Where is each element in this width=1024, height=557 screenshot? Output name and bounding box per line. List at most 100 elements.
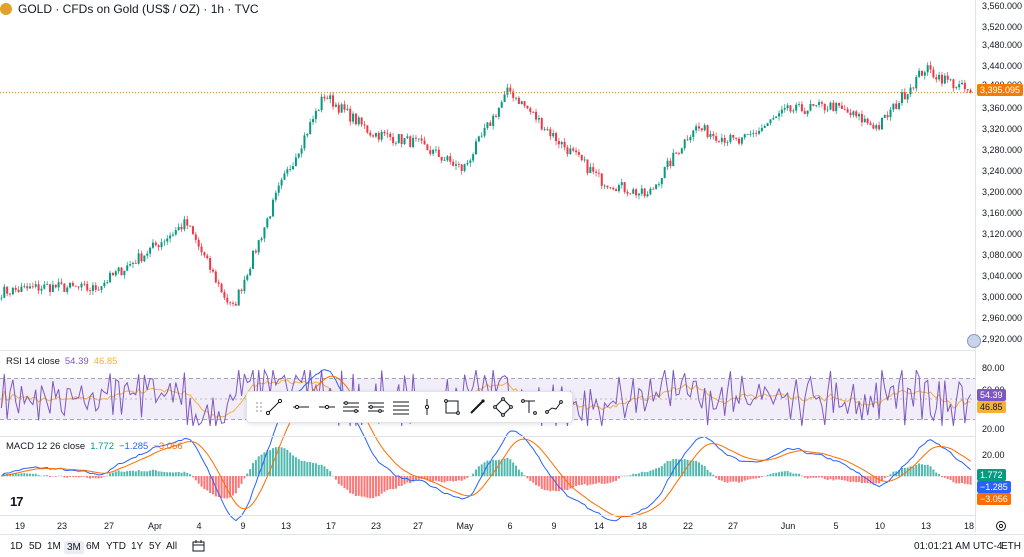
candle-body	[218, 282, 220, 284]
range-5d-button[interactable]: 5D	[29, 541, 42, 552]
session-toggle[interactable]: ETH	[1001, 541, 1021, 552]
candle-body	[375, 133, 377, 136]
candle-body	[352, 114, 354, 122]
candle-body	[732, 135, 734, 138]
macd-histogram-bar	[578, 476, 580, 485]
drawing-toolbar[interactable]	[246, 391, 573, 423]
macd-histogram-bar	[672, 459, 674, 476]
candle-body	[98, 290, 100, 291]
macd-histogram-bar	[801, 476, 803, 477]
candle-body	[918, 71, 920, 77]
drag-handle-icon[interactable]	[249, 397, 259, 417]
range-1y-button[interactable]: 1Y	[131, 541, 143, 552]
vertical-line-icon[interactable]	[417, 397, 437, 417]
candle-body	[429, 150, 431, 154]
macd-histogram-bar	[967, 476, 969, 484]
candle-body	[721, 138, 723, 142]
candle-body	[455, 164, 457, 166]
candle-body	[664, 167, 666, 178]
candle-body	[349, 109, 351, 122]
pane-separator[interactable]	[0, 436, 975, 437]
macd-histogram-bar	[112, 473, 114, 477]
candle-body	[272, 200, 274, 217]
diamond-shape-icon[interactable]	[493, 397, 513, 417]
rectangle-icon[interactable]	[442, 397, 462, 417]
candle-body	[186, 219, 188, 225]
candle-body	[175, 230, 177, 234]
candle-body	[424, 141, 426, 145]
macd-histogram-bar	[575, 476, 577, 486]
macd-histogram-bar	[812, 476, 814, 478]
candle-body	[275, 193, 277, 200]
candle-body	[426, 144, 428, 150]
candle-body	[66, 288, 68, 292]
macd-histogram-bar	[95, 476, 97, 478]
calendar-goto-icon[interactable]	[192, 540, 205, 552]
range-all-button[interactable]: All	[166, 541, 177, 552]
candle-body	[558, 141, 560, 144]
trend-line-icon[interactable]	[264, 397, 284, 417]
candle-body	[421, 139, 423, 141]
candle-body	[223, 292, 225, 298]
range-5y-button[interactable]: 5Y	[149, 541, 161, 552]
time-label: Jun	[781, 521, 796, 531]
macd-histogram-bar	[861, 476, 863, 483]
macd-histogram-bar	[586, 476, 588, 486]
macd-legend[interactable]: MACD 12 26 close 1.772 −1.285 −3.056	[6, 441, 183, 452]
candle-body	[221, 284, 223, 292]
candle-body	[912, 88, 914, 89]
candle-body	[961, 83, 963, 84]
parallel-channel-icon[interactable]	[341, 397, 361, 417]
macd-histogram-bar	[295, 457, 297, 476]
macd-histogram-bar	[741, 476, 743, 482]
macd-histogram-bar	[595, 476, 597, 484]
range-3m-button[interactable]: 3M	[64, 541, 84, 554]
ray-icon[interactable]	[291, 397, 311, 417]
candle-body	[472, 154, 474, 160]
range-1d-button[interactable]: 1D	[10, 541, 23, 552]
candle-body	[203, 252, 205, 255]
candle-body	[724, 138, 726, 143]
path-icon[interactable]	[544, 397, 564, 417]
macd-histogram-bar	[123, 472, 125, 477]
candle-body	[609, 187, 611, 188]
macd-histogram-bar	[361, 476, 363, 497]
candle-body	[615, 189, 617, 191]
macd-histogram-bar	[649, 471, 651, 477]
pane-separator[interactable]	[0, 350, 975, 351]
range-1m-button[interactable]: 1M	[47, 541, 61, 552]
candle-body	[895, 104, 897, 109]
macd-histogram-bar	[609, 476, 611, 483]
pitchfork-icon[interactable]	[366, 397, 386, 417]
settings-gear-icon[interactable]	[995, 520, 1007, 532]
range-6m-button[interactable]: 6M	[86, 541, 100, 552]
macd-histogram-bar	[198, 476, 200, 484]
rsi-legend[interactable]: RSI 14 close 54.39 46.85	[6, 356, 117, 367]
candle-body	[249, 269, 251, 276]
price-tick: 2,920.000	[982, 334, 1022, 344]
macd-histogram-bar	[641, 472, 643, 477]
candle-body	[475, 141, 477, 154]
tradingview-logo-icon[interactable]: 17	[10, 494, 22, 509]
horizontal-line-icon[interactable]	[317, 397, 337, 417]
macd-histogram-bar	[804, 476, 806, 478]
candle-body	[504, 95, 506, 102]
candle-body	[529, 108, 531, 112]
candle-body	[638, 194, 640, 196]
candle-body	[667, 161, 669, 167]
range-ytd-button[interactable]: YTD	[106, 541, 126, 552]
candle-body	[932, 70, 934, 78]
macd-histogram-bar	[890, 474, 892, 476]
flag-icon[interactable]	[967, 334, 981, 348]
clock-display[interactable]: 01:01:21 AM UTC-4	[914, 541, 1002, 552]
macd-line-badge: −1.285	[977, 481, 1011, 493]
chart-area[interactable]	[0, 0, 975, 532]
candle-body	[369, 133, 371, 136]
macd-histogram-bar	[315, 463, 317, 476]
macd-histogram-bar	[684, 459, 686, 476]
fib-retracement-icon[interactable]	[391, 397, 411, 417]
brush-icon[interactable]	[467, 397, 487, 417]
date-range-icon[interactable]	[519, 397, 539, 417]
macd-histogram-bar	[835, 476, 837, 480]
candle-body	[120, 268, 122, 276]
